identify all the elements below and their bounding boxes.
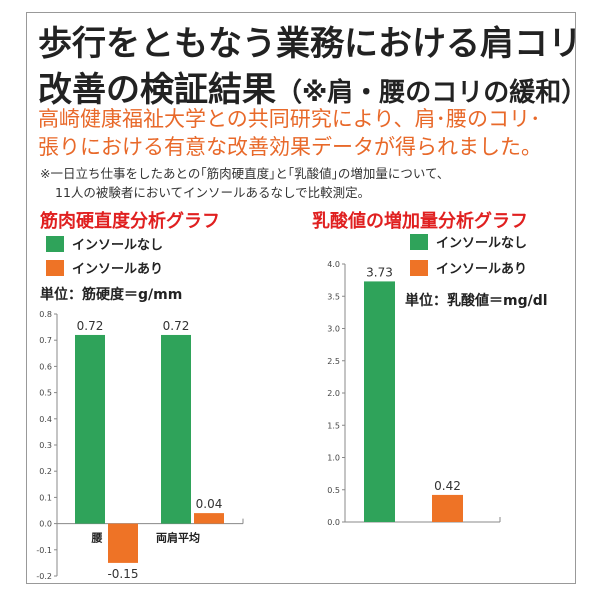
data-label: 0.72 <box>77 319 104 333</box>
category-label: 両肩平均 <box>156 531 200 545</box>
chart2-legend-none: インソールなし <box>410 232 527 251</box>
chart2-unit: 単位：乳酸値＝mg/dl <box>405 293 548 309</box>
legend-label: インソールなし <box>436 236 528 251</box>
legend-label: インソールあり <box>72 262 164 277</box>
title-line2: 改善の検証結果（※肩・腰のコリの緩和） <box>38 62 587 111</box>
legend-swatch-green <box>46 235 64 252</box>
category-label: 腰 <box>91 532 103 545</box>
legend-swatch-green <box>410 233 428 250</box>
y-tick-label: 0.7 <box>39 336 52 345</box>
note-line1: ※一日立ち仕事をしたあとの｢筋肉硬直度｣と｢乳酸値｣の増加量について、 <box>40 166 450 181</box>
bar <box>75 334 105 524</box>
y-tick-label: 0.1 <box>39 493 52 502</box>
title-line1: 歩行をともなう業務における肩コリ <box>38 24 582 64</box>
data-label: -0.15 <box>107 567 138 581</box>
legend-label: インソールなし <box>72 238 164 253</box>
y-tick-label: 0.0 <box>39 520 52 529</box>
y-tick-label: 0.8 <box>39 310 52 319</box>
legend-label: インソールあり <box>436 262 528 277</box>
chart2-legend-with: インソールあり <box>410 258 527 277</box>
y-tick-label: 0.4 <box>39 415 52 424</box>
legend-swatch-orange <box>410 259 428 276</box>
y-tick-label: 0.3 <box>39 441 52 450</box>
chart2-title: 乳酸値の増加量分析グラフ <box>312 211 528 232</box>
bar <box>194 513 224 524</box>
chart1-legend-with: インソールあり <box>46 258 163 277</box>
chart1-title: 筋肉硬直度分析グラフ <box>40 211 220 232</box>
title-line2-main: 改善の検証結果 <box>38 70 276 110</box>
y-tick-label: 0.6 <box>39 362 52 371</box>
legend-swatch-orange <box>46 259 64 276</box>
y-tick-label: -0.1 <box>36 546 52 555</box>
subtitle-line2: 張りにおける有意な改善効果データが得られました。 <box>38 135 542 159</box>
chart1-unit: 単位：筋硬度＝g/mm <box>40 287 183 303</box>
y-tick-label: 0.5 <box>39 389 52 398</box>
y-tick-label: 0.2 <box>39 467 52 476</box>
infographic-frame <box>26 12 576 584</box>
bar <box>161 334 191 524</box>
subtitle-line1: 高崎健康福祉大学との共同研究により、肩･腰のコリ･ <box>38 107 541 131</box>
data-label: 0.72 <box>163 319 190 333</box>
chart1-legend-none: インソールなし <box>46 234 163 253</box>
bar <box>108 523 138 563</box>
title-line2-note: （※肩・腰のコリの緩和） <box>276 78 588 108</box>
data-label: 0.04 <box>196 497 223 511</box>
note-line2: 11人の被験者においてインソールあるなしで比較測定。 <box>55 185 371 200</box>
y-tick-label: -0.2 <box>36 572 52 581</box>
